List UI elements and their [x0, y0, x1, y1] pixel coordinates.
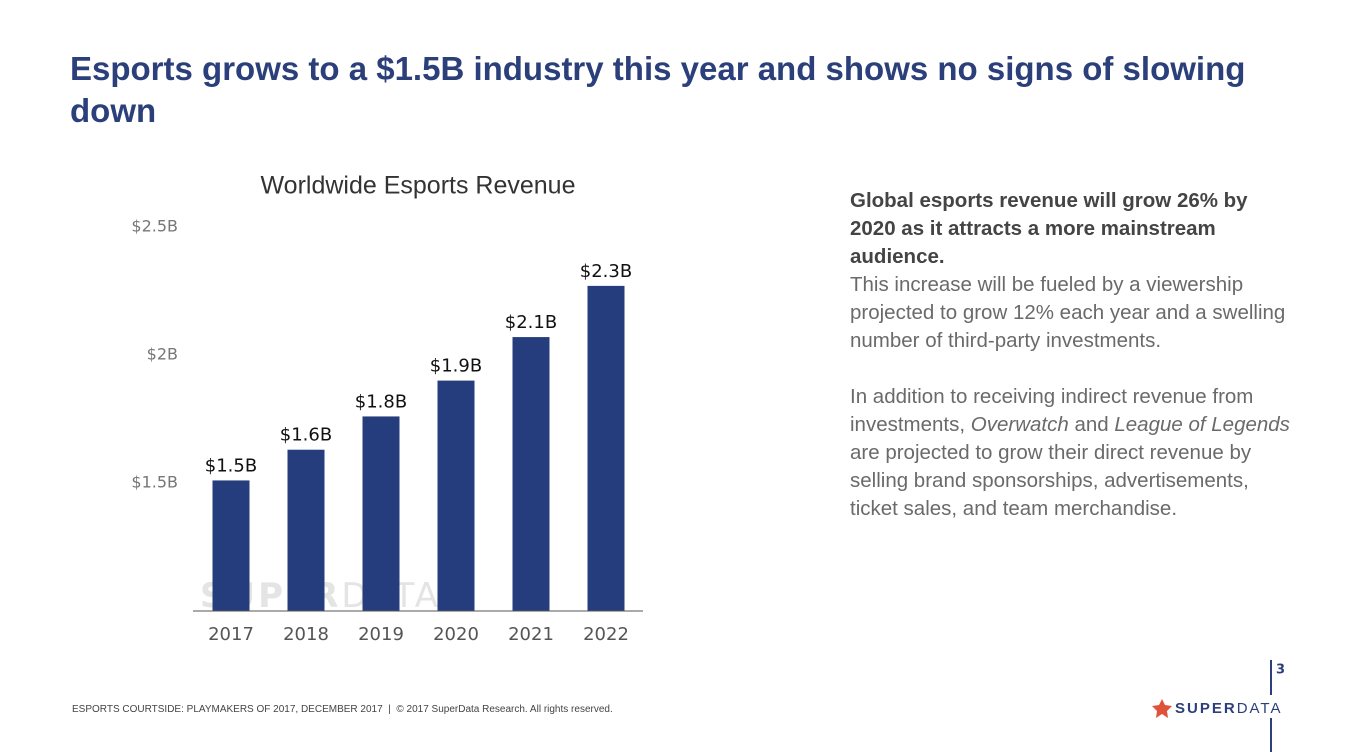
- paragraph: Global esports revenue will grow 26% by …: [850, 187, 1290, 355]
- x-tick-label: 2021: [508, 624, 554, 645]
- x-tick-label: 2022: [583, 624, 629, 645]
- bar: [512, 337, 550, 611]
- logo-star: [1152, 699, 1172, 718]
- logo-part: SUPER: [1175, 700, 1237, 717]
- bar: [287, 449, 325, 611]
- text-run: are projected to grow their direct reven…: [850, 441, 1252, 520]
- bar: [587, 285, 625, 611]
- value-label: $1.6B: [280, 425, 332, 446]
- x-tick-label: 2018: [283, 624, 329, 645]
- logo-part: DATA: [1237, 700, 1283, 717]
- game-name: League of Legends: [1114, 413, 1290, 436]
- x-tick-label: 2017: [208, 624, 254, 645]
- y-tick-label: $1.5B: [131, 473, 178, 492]
- value-label: $1.9B: [430, 356, 482, 377]
- value-label: $1.5B: [205, 455, 257, 476]
- footer-credit: ESPORTS COURTSIDE: PLAYMAKERS OF 2017, D…: [72, 704, 613, 715]
- value-label: $2.1B: [505, 312, 557, 333]
- value-label: $1.8B: [355, 391, 407, 412]
- x-tick-label: 2020: [433, 624, 479, 645]
- body: This increase will be fueled by a viewer…: [850, 273, 1286, 352]
- y-tick-label: $2B: [147, 345, 178, 364]
- text-run: and: [1068, 413, 1115, 436]
- bar: [212, 480, 250, 611]
- game-name: Overwatch: [970, 413, 1069, 436]
- logo: SUPERDATA: [1175, 700, 1282, 717]
- lead: Global esports revenue will grow 26% by …: [850, 189, 1248, 268]
- bar: [437, 380, 475, 611]
- x-tick-label: 2019: [358, 624, 404, 645]
- slide-title: Esports grows to a $1.5B industry this y…: [70, 50, 1246, 129]
- commentary: Global esports revenue will grow 26% by …: [850, 187, 1290, 551]
- text-run: In addition to receiving indirect revenu…: [850, 385, 1254, 436]
- value-label: $2.3B: [580, 261, 632, 282]
- bar: [362, 416, 400, 611]
- paragraph: In addition to receiving indirect revenu…: [850, 383, 1290, 523]
- y-tick-label: $2.5B: [131, 217, 178, 236]
- page-number: 3: [1276, 663, 1285, 678]
- chart-title: Worldwide Esports Revenue: [261, 172, 576, 200]
